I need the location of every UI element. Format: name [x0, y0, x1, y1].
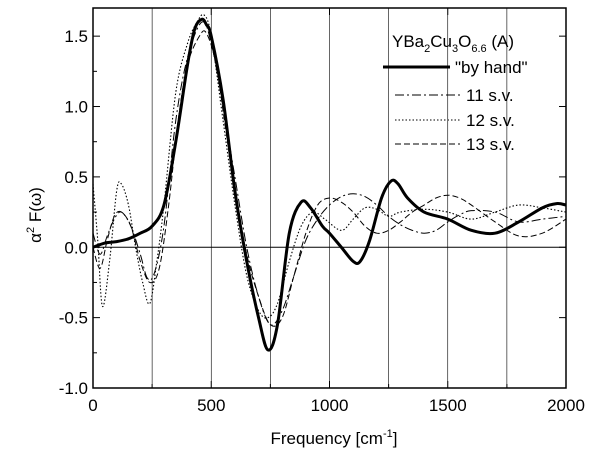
- legend-title: YBa2Cu3O6.6 (A): [392, 32, 514, 55]
- x-tick-label-1500: 1500: [429, 396, 467, 415]
- x-axis-label: Frequency [cm-1]: [271, 428, 398, 448]
- y-tick-label-5: 1.5: [64, 27, 88, 46]
- y-tick-label-0: -1.0: [59, 379, 88, 398]
- axis-ticks: [92, 8, 567, 389]
- x-tick-label-0: 0: [88, 396, 97, 415]
- x-tick-label-1000: 1000: [311, 396, 349, 415]
- y-tick-label-2: 0.0: [64, 238, 88, 257]
- y-tick-label-3: 0.5: [64, 168, 88, 187]
- legend-label-11sv: 11 s.v.: [466, 86, 514, 105]
- legend-label-by-hand: "by hand": [455, 58, 528, 77]
- x-tick-label-500: 500: [197, 396, 225, 415]
- y-tick-label-1: -0.5: [59, 309, 88, 328]
- legend-label-12sv: 12 s.v.: [466, 111, 515, 130]
- x-tick-labels: 0 500 1000 1500 2000: [88, 396, 585, 415]
- legend: YBa2Cu3O6.6 (A) "by hand" 11 s.v. 12 s.v…: [383, 32, 528, 154]
- series-layer: [92, 13, 567, 352]
- vertical-gridlines: [151, 8, 508, 388]
- y-axis-label: α2 F(ω): [25, 187, 45, 243]
- x-tick-label-2000: 2000: [547, 396, 585, 415]
- series-line-by-hand: [92, 17, 567, 352]
- y-tick-label-4: 1.0: [64, 98, 88, 117]
- series-line-11sv: [92, 21, 567, 326]
- y-tick-labels: -1.0 -0.5 0.0 0.5 1.0 1.5: [59, 27, 88, 398]
- legend-label-13sv: 13 s.v.: [466, 135, 515, 154]
